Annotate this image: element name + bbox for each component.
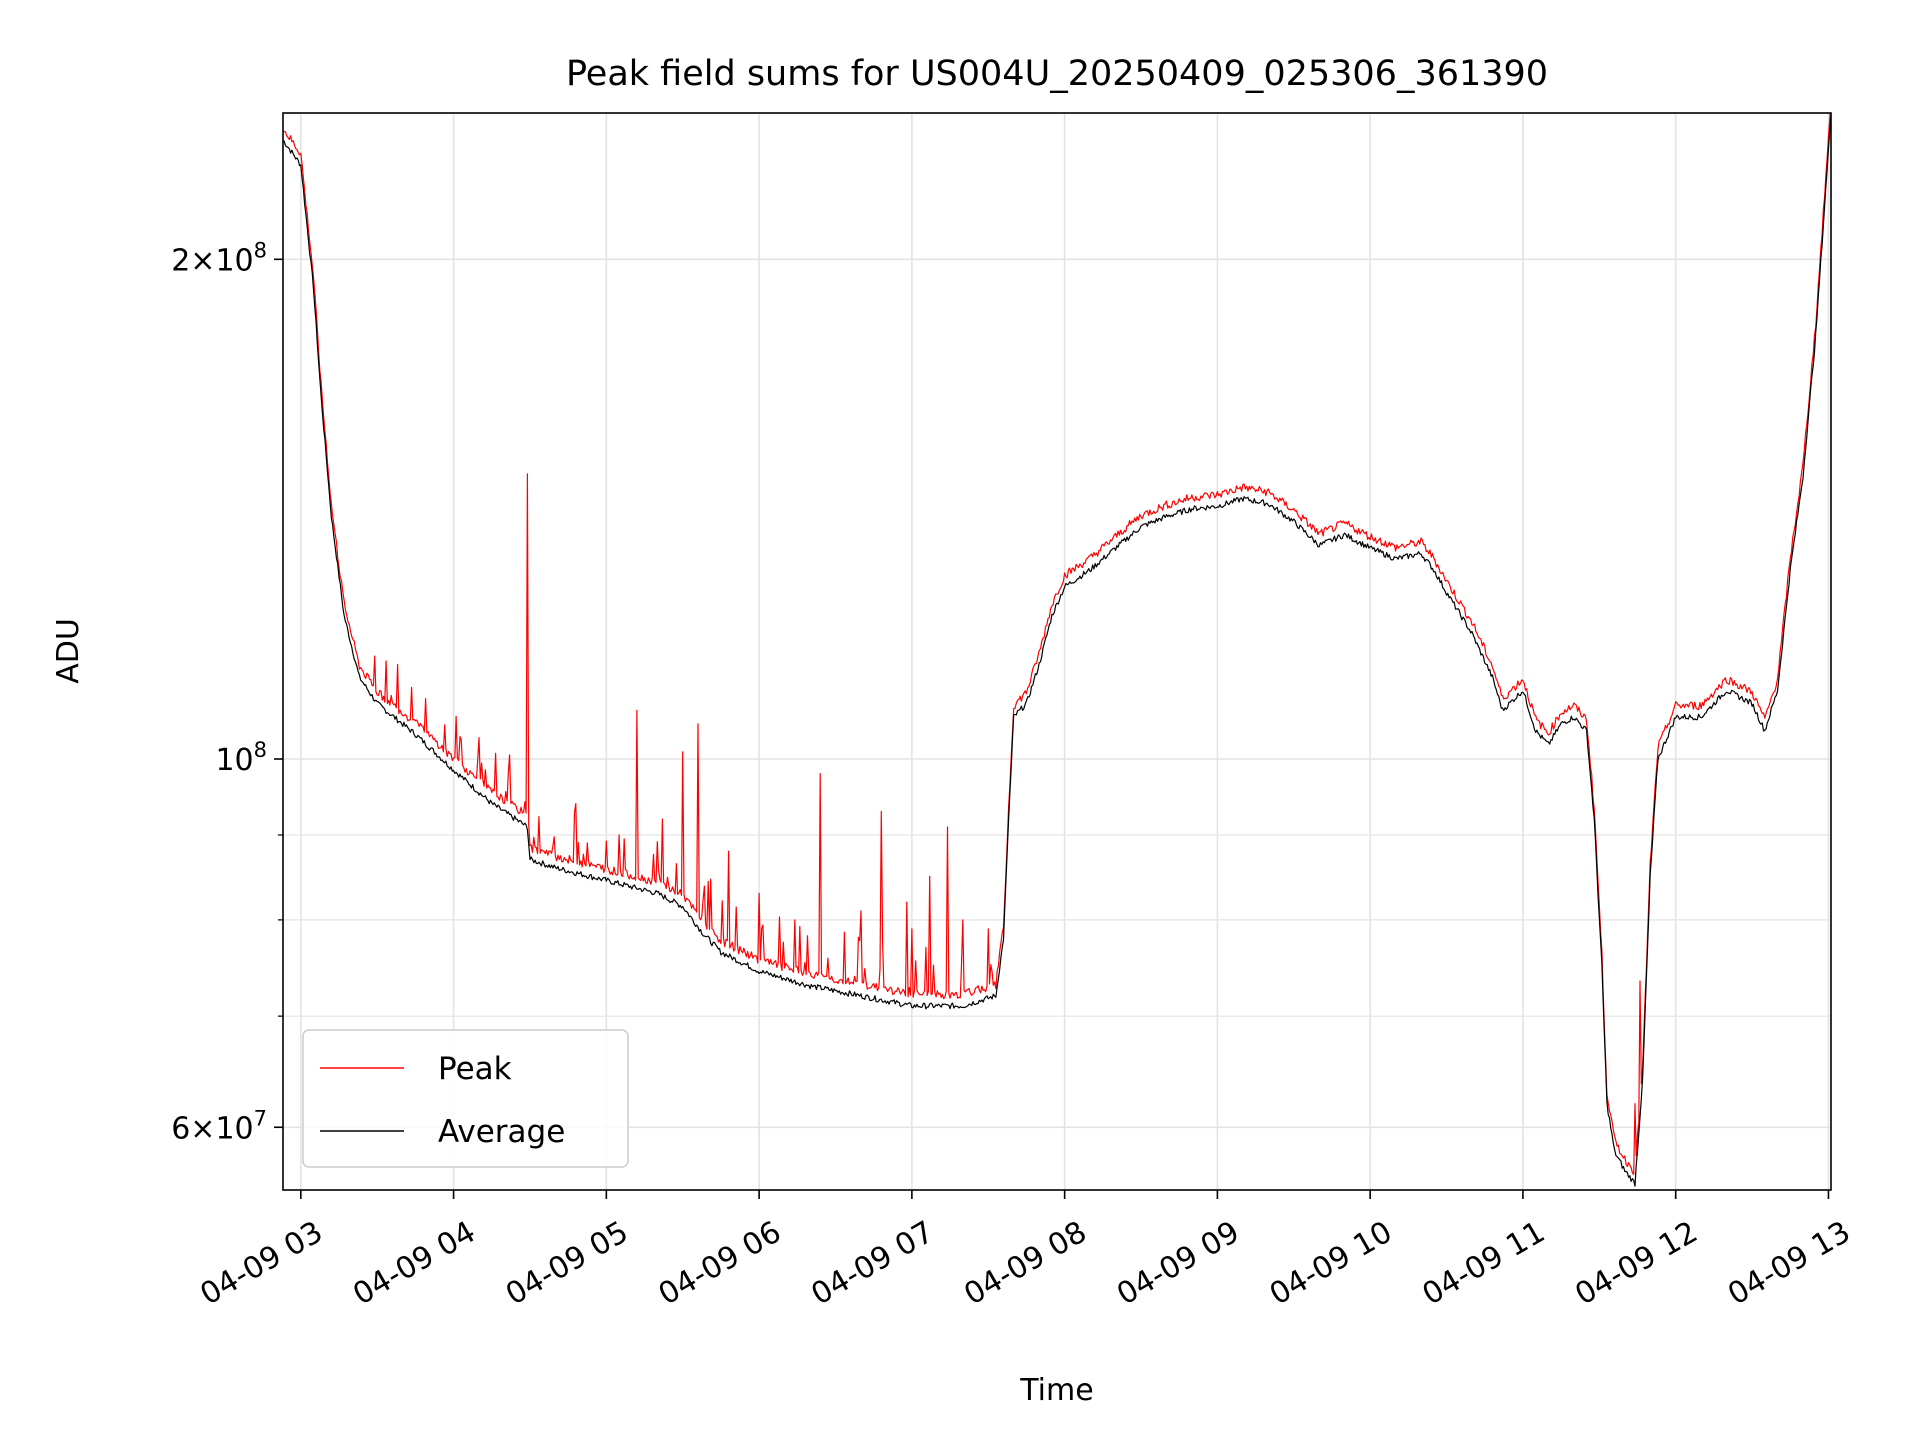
y-tick-label: 2×108 <box>171 238 267 278</box>
x-tick-label: 04-09 05 <box>500 1215 634 1313</box>
legend: Peak Average <box>302 1029 629 1168</box>
x-axis: 04-09 03 04-09 04 04-09 05 04-09 06 04-09 07… <box>195 1190 1856 1313</box>
x-tick-label: 04-09 09 <box>1111 1215 1245 1313</box>
x-tick-label: 04-09 12 <box>1569 1215 1703 1313</box>
legend-label-peak: Peak <box>438 1051 512 1087</box>
x-axis-label: Time <box>1019 1373 1093 1408</box>
chart-title: Peak field sums for US004U_20250409_0253… <box>566 54 1548 94</box>
x-tick-label: 04-09 08 <box>958 1215 1092 1313</box>
series-line-peak <box>283 113 1831 1176</box>
x-tick-label: 04-09 04 <box>347 1215 481 1313</box>
x-tick-label: 04-09 11 <box>1417 1215 1551 1313</box>
y-axis-label: ADU <box>51 618 86 684</box>
legend-box <box>302 1029 629 1168</box>
x-tick-label: 04-09 07 <box>806 1215 940 1313</box>
x-tick-label: 04-09 10 <box>1264 1215 1398 1313</box>
y-tick-label: 6×107 <box>171 1106 267 1146</box>
x-tick-label: 04-09 06 <box>653 1215 787 1313</box>
y-axis: 6×107 108 2×108 <box>171 238 283 1146</box>
y-tick-label: 108 <box>215 738 267 778</box>
x-tick-label: 04-09 13 <box>1722 1215 1856 1313</box>
plot-frame <box>282 112 1832 1191</box>
grid <box>283 113 1831 1190</box>
plot-area <box>283 113 1831 1187</box>
x-tick-label: 04-09 03 <box>195 1215 329 1313</box>
series-line-average <box>283 115 1831 1187</box>
legend-label-average: Average <box>438 1114 565 1150</box>
